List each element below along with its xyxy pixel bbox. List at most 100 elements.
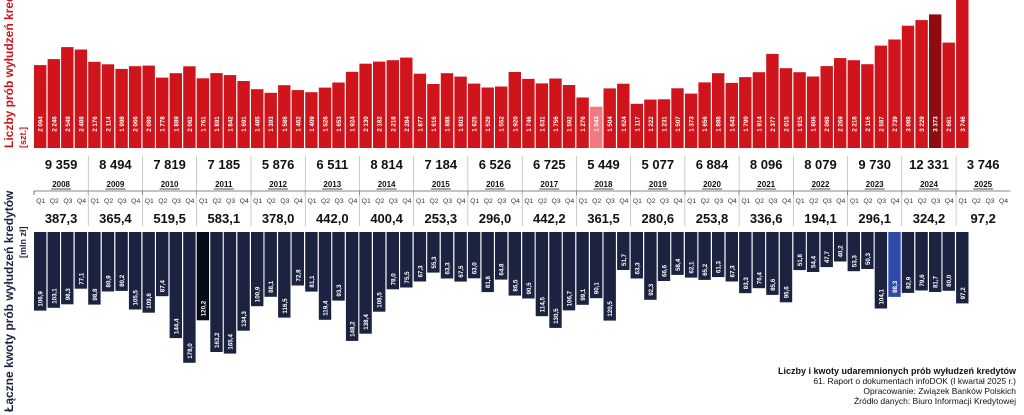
count-bar (101, 64, 115, 148)
year-total-amount: 387,3 (45, 211, 78, 226)
count-bar-label: 1 746 (526, 116, 533, 132)
year-label: 2020 (703, 180, 721, 189)
count-bar-label: 2 114 (106, 116, 113, 132)
count-bar-label: 2 182 (377, 116, 384, 132)
amount-bar-label: 109,8 (146, 293, 153, 309)
amount-bar (752, 232, 766, 289)
quarter-label: Q2 (213, 198, 222, 205)
amount-bar (454, 232, 467, 282)
amount-bar (34, 232, 47, 311)
count-bar-label: 1 877 (417, 116, 424, 132)
quarter-label: Q2 (592, 198, 601, 205)
red-axis-title: Liczby prób wyłudzeń kredytów (2, 0, 16, 148)
count-bar (522, 78, 535, 148)
year-label: 2018 (595, 180, 613, 189)
amount-bar-label: 134,3 (241, 311, 248, 327)
count-bar (88, 61, 101, 148)
amount-bar-label: 66,6 (662, 264, 669, 277)
quarter-label: Q1 (253, 198, 262, 205)
count-bar-label: 3 229 (919, 116, 926, 132)
quarter-label: Q4 (728, 198, 737, 205)
amount-bar-label: 106,9 (38, 291, 45, 307)
quarter-label: Q3 (389, 198, 398, 205)
quarter-label: Q2 (809, 198, 818, 205)
count-bar (278, 85, 291, 148)
count-bar-label: 1 842 (228, 116, 235, 132)
blue-axis-unit: [mln zł] (18, 226, 28, 259)
count-bar-label: 1 117 (634, 116, 641, 132)
quarter-label: Q4 (240, 198, 249, 205)
count-bar-label: 3 088 (906, 116, 913, 132)
count-bar (617, 83, 630, 148)
count-bar-label: 1 625 (472, 116, 479, 132)
count-bar-label: 1 756 (553, 116, 560, 132)
amount-bar-label: 67,3 (729, 265, 736, 278)
count-bar (942, 42, 955, 148)
count-bar-label: 1 631 (539, 116, 546, 132)
amount-bar-label: 80,2 (119, 274, 126, 287)
amount-bar-label: 116,5 (282, 298, 289, 314)
quarter-label: Q3 (552, 198, 561, 205)
count-bar (562, 85, 576, 148)
count-bar (820, 66, 833, 148)
amount-bar-label: 87,4 (160, 280, 167, 293)
count-bar-label: 1 790 (743, 116, 750, 132)
quarter-label: Q3 (335, 198, 344, 205)
quarter-label: Q2 (918, 198, 927, 205)
quarter-label: Q2 (701, 198, 710, 205)
year-total-amount: 519,5 (153, 211, 186, 226)
count-bar-label: 1 624 (621, 116, 628, 132)
count-bar (74, 49, 88, 148)
amount-bar (305, 232, 318, 292)
quarter-label: Q3 (172, 198, 181, 205)
count-bar (128, 66, 142, 148)
amount-bar-label: 79,6 (919, 274, 926, 287)
count-bar-label: 1 504 (607, 116, 614, 132)
count-bar-label: 2 377 (770, 116, 777, 132)
count-bar-label: 2 176 (92, 116, 99, 132)
amount-bar-label: 178,0 (187, 343, 194, 359)
amount-bar (210, 232, 223, 352)
caption-report: 61. Raport o dokumentach infoDOK (I kwar… (813, 376, 1016, 386)
count-bar-label: 1 891 (214, 116, 221, 132)
amount-bar (74, 232, 88, 289)
quarter-label: Q1 (524, 198, 533, 205)
amount-bar-label: 120,2 (200, 300, 207, 316)
amount-bar-label: 40,2 (838, 245, 845, 258)
quarter-label: Q3 (985, 198, 994, 205)
quarter-label: Q1 (633, 198, 642, 205)
quarter-label: Q4 (131, 198, 140, 205)
quarter-label: Q2 (50, 198, 59, 205)
count-bar (888, 39, 901, 148)
amount-bar-label: 88,1 (268, 280, 275, 293)
amount-bar (467, 232, 481, 279)
amount-bar (495, 232, 508, 280)
count-bar-label: 2 218 (851, 116, 858, 132)
count-bar (929, 14, 942, 149)
year-total-amount: 583,1 (208, 211, 241, 226)
amount-bar-label: 138,4 (363, 314, 370, 330)
amount-bar (223, 232, 237, 354)
amount-bar (861, 232, 874, 269)
count-bar (698, 82, 711, 148)
quarter-label: Q2 (375, 198, 384, 205)
amount-bar-label: 62,1 (689, 261, 696, 274)
year-total-amount: 253,3 (425, 211, 458, 226)
count-bar (440, 73, 454, 148)
count-bar (427, 84, 440, 148)
amount-bar (142, 232, 155, 313)
count-bar (251, 89, 264, 148)
quarter-label: Q1 (145, 198, 154, 205)
amount-bar (779, 232, 793, 303)
count-bar-label: 1 656 (702, 116, 709, 132)
quarter-label: Q1 (687, 198, 696, 205)
amount-bar (766, 232, 779, 295)
count-bar (861, 64, 874, 148)
amount-bar (806, 232, 820, 272)
amount-bar (820, 232, 833, 268)
count-bar (305, 92, 318, 148)
count-bar (590, 106, 603, 148)
quarter-label: Q4 (185, 198, 194, 205)
amount-bar-label: 80,9 (106, 275, 113, 288)
count-bar-label: 1 393 (268, 116, 275, 132)
